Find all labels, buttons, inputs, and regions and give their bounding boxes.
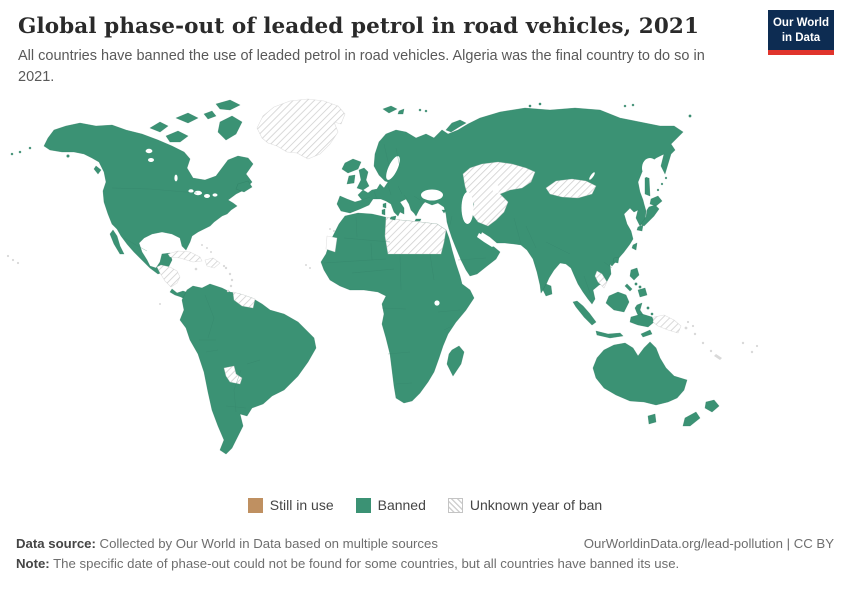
region-mongolia[interactable] bbox=[545, 178, 597, 199]
region-honduras-nicaragua[interactable] bbox=[156, 264, 181, 288]
region-great-britain[interactable] bbox=[356, 167, 370, 191]
region-arctic-banks[interactable] bbox=[149, 121, 169, 133]
legend-item-banned[interactable]: Banned bbox=[355, 497, 426, 513]
legend-label-banned: Banned bbox=[377, 497, 426, 513]
region-novaya-zemlya[interactable] bbox=[445, 119, 467, 133]
region-crete[interactable] bbox=[414, 218, 422, 222]
legend-swatch-banned bbox=[355, 497, 371, 513]
region-guyana-suriname[interactable] bbox=[232, 291, 256, 309]
logo-line-2: in Data bbox=[781, 31, 821, 44]
map-legend: Still in use Banned Unknown year of ban bbox=[0, 492, 850, 518]
region-svalbard-2[interactable] bbox=[397, 108, 405, 115]
region-arctic-ellesmere[interactable] bbox=[215, 99, 241, 111]
region-arctic-parry[interactable] bbox=[175, 112, 199, 124]
world-map bbox=[0, 96, 850, 486]
region-baja-california[interactable] bbox=[109, 229, 125, 255]
region-west-papua[interactable] bbox=[629, 313, 655, 328]
region-arctic-baffin[interactable] bbox=[217, 115, 243, 141]
region-philippines-luzon[interactable] bbox=[629, 267, 640, 281]
region-cuba[interactable] bbox=[167, 250, 203, 263]
region-south-america[interactable] bbox=[179, 283, 317, 455]
region-borneo[interactable] bbox=[605, 291, 630, 313]
footnote-label: Note: bbox=[16, 556, 50, 571]
footnote: Note: The specific date of phase-out cou… bbox=[16, 556, 834, 571]
region-new-zealand-north[interactable] bbox=[704, 399, 720, 413]
chart-footer: Data source: Collected by Our World in D… bbox=[0, 536, 850, 571]
region-java[interactable] bbox=[595, 330, 624, 339]
legend-item-still-in-use[interactable]: Still in use bbox=[247, 497, 334, 513]
region-libya-egypt[interactable] bbox=[384, 216, 447, 255]
region-philippines-mindanao[interactable] bbox=[637, 287, 648, 298]
data-source-text: Collected by Our World in Data based on … bbox=[95, 536, 438, 551]
footnote-text: The specific date of phase-out could not… bbox=[49, 556, 680, 571]
minor-islands bbox=[6, 228, 759, 360]
region-madagascar[interactable] bbox=[446, 345, 465, 377]
region-sumatra[interactable] bbox=[572, 300, 597, 326]
legend-label-unknown: Unknown year of ban bbox=[469, 497, 603, 513]
region-japan-honshu[interactable] bbox=[640, 204, 660, 227]
region-greenland[interactable] bbox=[256, 98, 346, 160]
inland-seas bbox=[145, 148, 658, 306]
region-cyprus[interactable] bbox=[441, 209, 447, 214]
region-papua-new-guinea[interactable] bbox=[652, 314, 682, 334]
source-link[interactable]: OurWorldinData.org/lead-pollution | CC B… bbox=[583, 536, 834, 551]
legend-label-still-in-use: Still in use bbox=[269, 497, 334, 513]
region-sakhalin[interactable] bbox=[644, 175, 651, 197]
region-north-america[interactable] bbox=[43, 122, 254, 275]
chart-header: Global phase-out of leaded petrol in roa… bbox=[0, 0, 850, 96]
chart-subtitle: All countries have banned the use of lea… bbox=[18, 48, 705, 86]
region-arctic-devon[interactable] bbox=[203, 110, 217, 120]
region-sri-lanka[interactable] bbox=[542, 283, 553, 297]
region-corsica[interactable] bbox=[382, 202, 387, 209]
minor-islands-banned bbox=[10, 102, 692, 316]
region-taiwan[interactable] bbox=[631, 242, 638, 251]
region-japan-kyushu[interactable] bbox=[636, 224, 644, 232]
legend-swatch-still-in-use bbox=[247, 497, 263, 513]
world-map-svg bbox=[6, 98, 759, 455]
region-ireland[interactable] bbox=[346, 174, 356, 185]
region-western-sahara[interactable] bbox=[325, 235, 338, 253]
legend-item-unknown[interactable]: Unknown year of ban bbox=[447, 497, 603, 513]
region-arctic-victoria[interactable] bbox=[165, 130, 189, 143]
data-source: Data source: Collected by Our World in D… bbox=[16, 536, 438, 551]
region-iceland[interactable] bbox=[341, 158, 362, 174]
region-vancouver-island[interactable] bbox=[93, 165, 102, 175]
data-source-label: Data source: bbox=[16, 536, 96, 551]
region-new-zealand-south[interactable] bbox=[682, 411, 701, 427]
region-sardinia[interactable] bbox=[381, 208, 386, 216]
legend-swatch-unknown bbox=[447, 497, 463, 513]
region-hispaniola[interactable] bbox=[204, 257, 221, 269]
region-japan-hokkaido[interactable] bbox=[649, 195, 663, 207]
region-tasmania[interactable] bbox=[647, 413, 657, 425]
region-sicily[interactable] bbox=[389, 215, 397, 221]
region-newfoundland[interactable] bbox=[235, 180, 253, 193]
logo-line-1: Our World bbox=[772, 17, 829, 29]
region-eurasia[interactable] bbox=[336, 107, 684, 305]
region-timor[interactable] bbox=[640, 329, 653, 338]
region-svalbard-1[interactable] bbox=[382, 105, 398, 114]
region-laos[interactable] bbox=[594, 270, 608, 289]
country-borders bbox=[111, 143, 613, 413]
region-australia[interactable] bbox=[592, 341, 688, 406]
owid-logo: Our World in Data bbox=[768, 10, 834, 56]
page-title: Global phase-out of leaded petrol in roa… bbox=[18, 14, 700, 39]
region-hainan[interactable] bbox=[612, 256, 620, 264]
region-philippines-palawan[interactable] bbox=[624, 283, 633, 292]
